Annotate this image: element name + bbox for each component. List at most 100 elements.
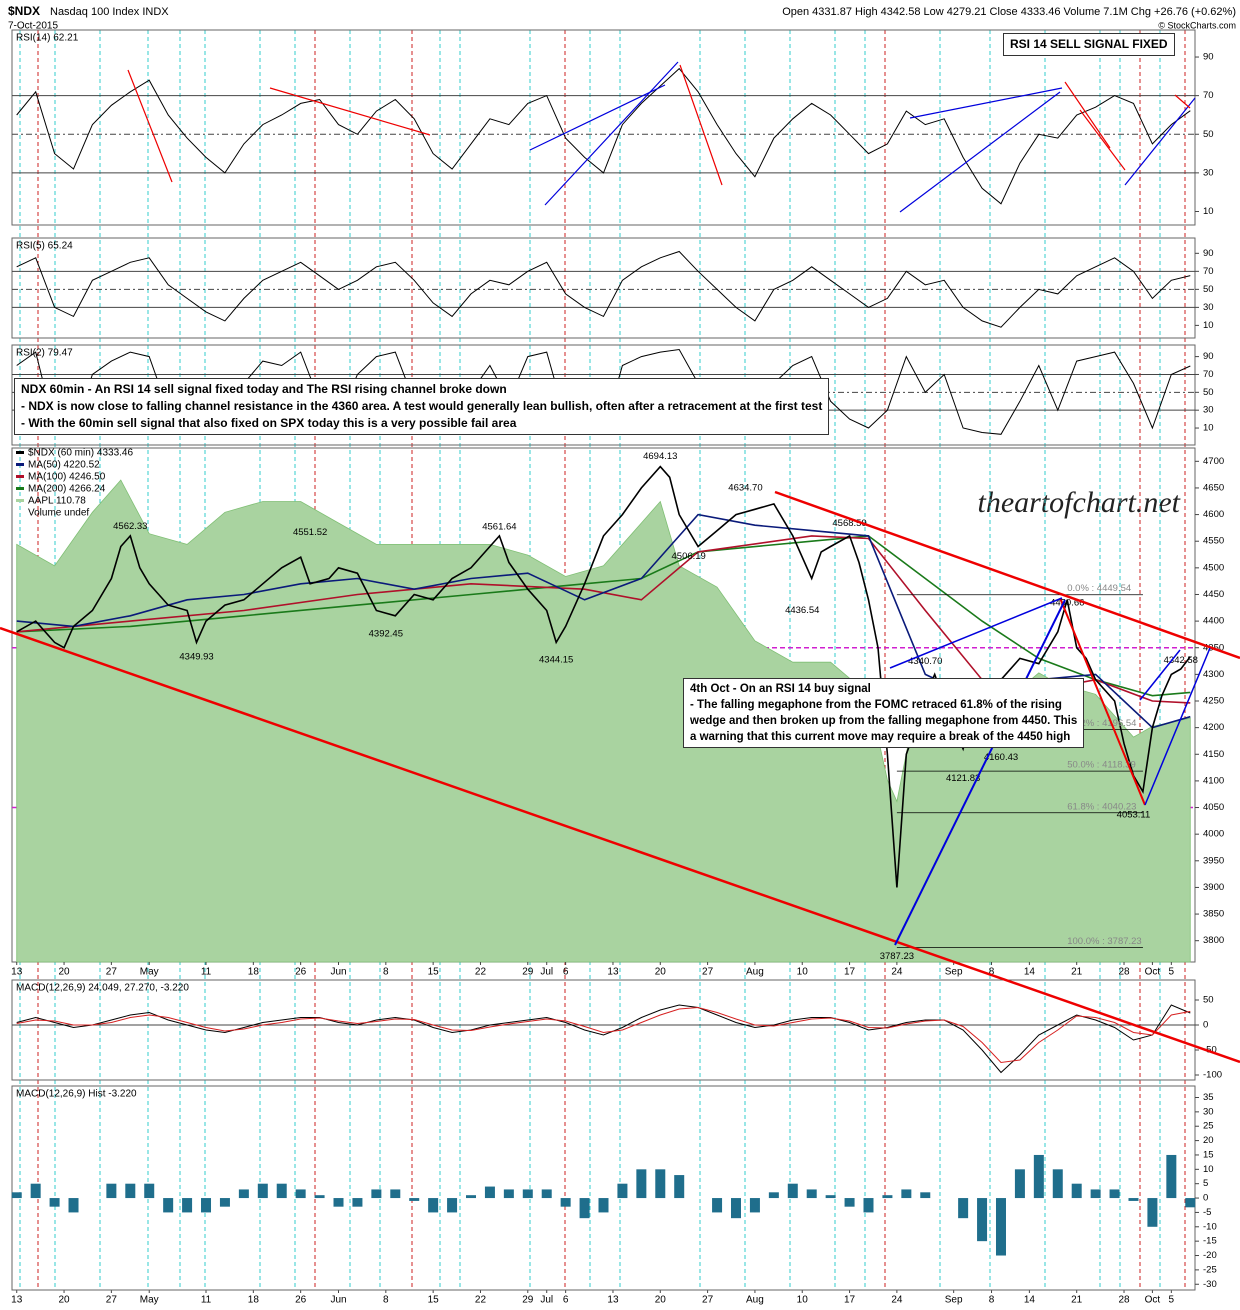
y-tick-label: 0 [1203,1020,1208,1031]
x-tick-label: 24 [891,1295,903,1306]
price-label: 4551.52 [293,527,327,538]
legend-entry: MA(50) 4220.52 [28,460,100,471]
panel-title: RSI(2) 79.47 [16,348,73,359]
price-label: 4121.83 [946,773,980,784]
panel-frame [11,979,1196,1081]
line [16,465,1191,888]
bar [68,1198,79,1213]
bar [11,1192,22,1199]
note-line: NDX 60min - An RSI 14 sell signal fixed … [21,382,507,396]
y-tick-label: 4650 [1203,482,1224,493]
y-tick-label: 25 [1203,1121,1214,1132]
credit: © StockCharts.com [1158,20,1236,30]
y-tick-label: -50 [1203,1045,1217,1056]
y-tick-label: 3950 [1203,855,1224,866]
y-tick-label: 4500 [1203,562,1224,573]
y-tick-label: 4150 [1203,749,1224,760]
x-tick-label: Jul [540,1295,553,1306]
legend-entry: AAPL 110.78 [28,496,86,507]
bar [579,1198,590,1219]
y-tick-label: 3800 [1203,935,1224,946]
bar [1147,1198,1158,1227]
bar [844,1198,855,1207]
x-tick-label: 27 [702,967,714,978]
x-tick-label: 11 [201,1295,212,1306]
panel-title: RSI(5) 65.24 [16,241,73,252]
panel-frame [11,1085,1196,1291]
signal-box: RSI 14 SELL SIGNAL FIXED [1003,33,1175,56]
bar [371,1189,382,1199]
bar [806,1189,817,1199]
y-tick-label: 90 [1203,52,1214,63]
trend-line [1124,97,1196,186]
line [16,535,1191,697]
panel-title: MACD(12,26,9) 24.049, 27.270, -3.220 [16,983,189,994]
x-tick-label: 6 [563,1295,569,1306]
bar [428,1198,439,1213]
x-tick-label: 5 [1169,967,1175,978]
legend-swatch [16,487,24,490]
note-top: NDX 60min - An RSI 14 sell signal fixed … [14,378,830,435]
legend-swatch [16,463,24,466]
trend-line [909,87,1063,119]
fib-label: 61.8% : 4040.23 [1067,801,1136,812]
y-tick-label: 4450 [1203,589,1224,600]
trend-line [1079,109,1126,171]
panel-frame [11,29,1196,226]
x-tick-label: 13 [607,1295,619,1306]
y-tick-label: 4000 [1203,829,1224,840]
x-tick-label: 20 [655,967,667,978]
y-tick-label: 4100 [1203,775,1224,786]
y-tick-label: 4050 [1203,802,1224,813]
x-tick-label: Aug [746,967,764,978]
bar [1033,1154,1044,1199]
bar [1128,1198,1139,1201]
bar [503,1189,514,1199]
bar [1185,1198,1196,1208]
y-tick-label: 3850 [1203,909,1224,920]
panel-frame [11,237,1196,339]
legend-swatch [16,451,24,454]
y-tick-label: 3900 [1203,882,1224,893]
legend-entry: MA(200) 4266.24 [28,484,106,495]
x-tick-label: 18 [248,967,260,978]
y-tick-label: 4700 [1203,456,1224,467]
bar [333,1198,344,1207]
x-tick-label: 8 [989,1295,995,1306]
x-tick-label: 8 [383,1295,389,1306]
bar [560,1198,571,1207]
trend-line [1064,81,1111,149]
bar [276,1183,287,1199]
watermark: theartofchart.net [978,486,1181,519]
trend-line [679,64,723,186]
y-tick-label: 0 [1203,1193,1208,1204]
x-tick-label: 8 [383,967,389,978]
bar [825,1195,836,1199]
x-tick-label: 24 [891,967,903,978]
y-tick-label: 50 [1203,284,1214,295]
trend-line [544,61,679,206]
y-tick-label: -25 [1203,1264,1217,1275]
x-tick-label: Jun [330,967,346,978]
y-tick-label: 70 [1203,90,1214,101]
price-label: 4053.11 [1117,809,1151,820]
note-line: - The falling megaphone from the FOMC re… [690,699,1062,711]
x-tick-label: Sep [945,1295,963,1306]
bar [598,1198,609,1213]
x-tick-label: 26 [295,967,307,978]
legend-swatch [16,475,24,478]
note-line: - With the 60min sell signal that also f… [21,416,517,430]
x-tick-label: 27 [702,1295,714,1306]
note-line: wedge and then broken up from the fallin… [690,715,1078,727]
trend-line [1144,647,1211,806]
price-label: 4342.58 [1164,655,1198,666]
bar [995,1198,1006,1256]
price-label: 4340.70 [908,656,942,667]
price-label: 4450.66 [1050,598,1084,609]
trend-line [1174,94,1191,109]
x-tick-label: Jul [540,967,553,978]
index-name: Nasdaq 100 Index INDX [50,6,169,18]
price-label: 4562.33 [113,521,147,532]
